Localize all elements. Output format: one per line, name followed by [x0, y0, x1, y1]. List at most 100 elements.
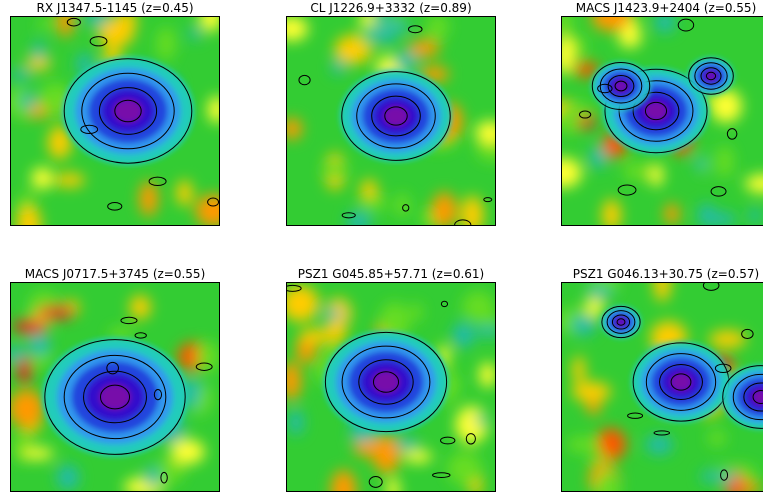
contour — [356, 83, 436, 149]
cluster — [62, 57, 194, 165]
cluster-layer — [705, 71, 717, 81]
noise-blob — [618, 27, 642, 48]
noise-blob — [32, 40, 45, 61]
noise-blob — [21, 91, 36, 110]
contour — [611, 314, 631, 330]
noise-blob — [460, 195, 484, 226]
contour — [618, 80, 694, 142]
noise-blob — [170, 439, 205, 465]
contour — [700, 67, 722, 85]
contour — [341, 345, 431, 419]
noise-blob — [455, 405, 488, 444]
noise-blob — [432, 192, 457, 226]
cluster — [591, 57, 735, 155]
noise-blob — [346, 211, 372, 226]
noise-blob — [623, 161, 649, 181]
contour — [617, 184, 637, 196]
noise-blob — [591, 16, 631, 32]
noise-blob — [139, 180, 158, 217]
contour — [134, 332, 147, 339]
noise-blob — [286, 285, 319, 322]
noise-blob — [408, 40, 440, 57]
noise-blob — [57, 16, 74, 38]
noise-blob — [653, 282, 671, 302]
noise-blob — [10, 346, 26, 362]
contour — [358, 359, 414, 405]
map-panel — [10, 16, 220, 226]
contour — [81, 72, 175, 150]
noise-blob — [664, 203, 680, 225]
noise-blob — [654, 16, 676, 33]
contour — [677, 18, 695, 32]
cluster-layer — [644, 101, 668, 121]
contour — [341, 212, 356, 219]
contour — [670, 373, 692, 391]
noise-blob — [420, 66, 449, 82]
contour — [653, 430, 671, 436]
contour — [454, 219, 472, 226]
noise-blob — [372, 435, 401, 474]
noise-blob — [709, 330, 747, 348]
noise-blob — [394, 50, 417, 72]
contour — [722, 365, 763, 429]
map-panel — [10, 282, 220, 492]
noise-blob — [396, 437, 419, 451]
contour — [714, 363, 732, 373]
contour — [483, 197, 493, 203]
contour — [298, 74, 311, 86]
contour — [107, 202, 123, 211]
noise-blob — [199, 16, 220, 32]
noise-blob — [709, 212, 737, 226]
contour — [286, 284, 302, 292]
contour — [66, 17, 81, 27]
noise-blob — [207, 95, 220, 124]
noise-blob — [286, 117, 302, 140]
contour — [44, 339, 186, 455]
contour — [743, 382, 763, 412]
cluster-layer — [113, 99, 143, 123]
noise-blob — [188, 26, 202, 40]
noise-blob — [700, 470, 720, 483]
noise-blob — [475, 325, 496, 337]
noise-blob — [602, 199, 621, 226]
noise-blob — [389, 20, 410, 34]
contour — [465, 433, 476, 445]
noise-blob — [409, 302, 423, 321]
contour — [659, 363, 703, 401]
noise-blob — [571, 314, 596, 336]
noise-blob — [462, 291, 495, 323]
contour — [688, 57, 734, 95]
cluster-layer — [383, 106, 409, 126]
contour — [591, 62, 651, 110]
contour — [195, 362, 213, 371]
noise-blob — [649, 163, 664, 187]
noise-blob — [31, 167, 54, 190]
contour — [148, 176, 167, 187]
noise-blob — [383, 26, 396, 45]
noise-blob — [330, 469, 357, 492]
contour — [440, 300, 449, 308]
contour — [98, 87, 158, 135]
noise-blob — [108, 327, 135, 342]
contour — [324, 331, 448, 433]
contour — [645, 353, 717, 411]
noise-blob — [129, 295, 151, 320]
contour — [371, 95, 421, 137]
contour — [599, 68, 643, 104]
panel-title: CL J1226.9+3332 (z=0.89) — [310, 1, 471, 15]
cluster-layer — [372, 370, 400, 394]
contour — [83, 370, 147, 424]
noise-blob — [715, 145, 734, 178]
panel-frame — [561, 16, 763, 226]
contour — [368, 476, 383, 488]
noise-blob — [589, 146, 607, 169]
noise-blob — [38, 17, 53, 31]
noise-blob — [286, 16, 309, 42]
noise-blob — [568, 102, 592, 118]
cluster — [339, 70, 453, 162]
noise-blob — [115, 16, 137, 33]
contour — [752, 390, 763, 404]
contour — [726, 128, 738, 140]
noise-blob — [16, 355, 33, 385]
